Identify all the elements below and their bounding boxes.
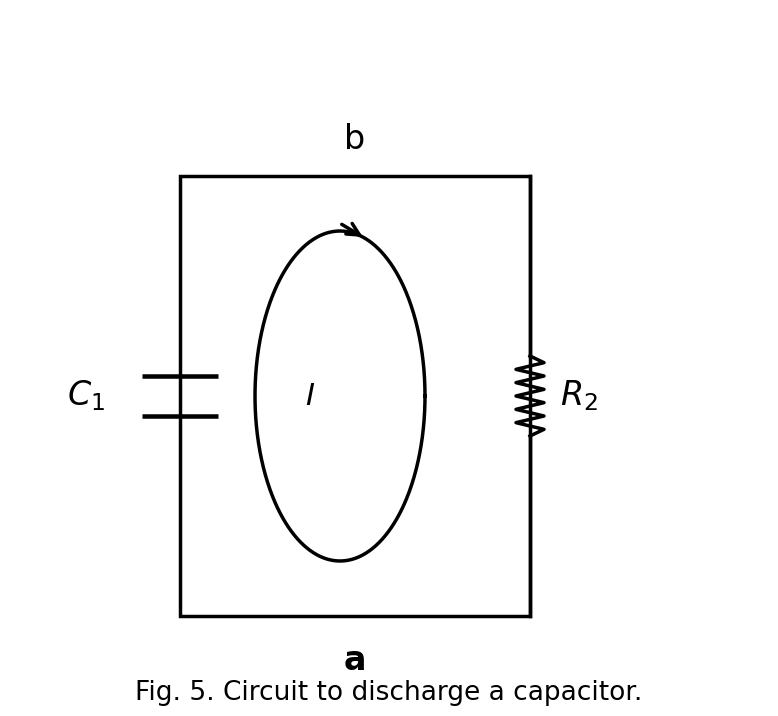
Text: $C_1$: $C_1$ <box>67 379 105 413</box>
Text: Fig. 5. Circuit to discharge a capacitor.: Fig. 5. Circuit to discharge a capacitor… <box>135 680 643 706</box>
Text: I: I <box>306 382 314 410</box>
Text: b: b <box>345 123 366 156</box>
Text: $R_2$: $R_2$ <box>560 379 598 413</box>
Text: a: a <box>344 644 366 677</box>
Bar <box>180 176 530 616</box>
